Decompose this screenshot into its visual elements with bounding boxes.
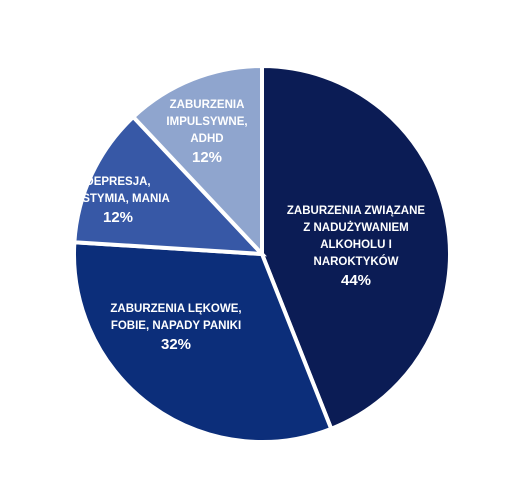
pie-slice-1 (260, 63, 453, 432)
pie-slice-value: 12% (103, 209, 133, 226)
pie-slice-label-line: ZABURZENIA ZWIĄZANE (287, 205, 426, 217)
pie-slice-label-line: DYSTYMIA, MANIA (66, 193, 170, 205)
pie-labels: ZABURZENIA ZWIĄZANE Z NADUŻYWANIEM ALKOHOL… (66, 99, 425, 353)
pie-slice-label-line: FOBIE, NAPADY PANIKI (111, 320, 241, 332)
pie-slice-label-line: ZABURZENIA LĘKOWE, (110, 303, 241, 315)
pie-slice-value: 32% (161, 336, 191, 353)
pie-slice-2 (72, 240, 334, 444)
pie-slice-label-line: ADHD (190, 133, 223, 145)
pie-slice-label-4: ZABURZENIA IMPULSYWNE, ADHD 12% (166, 99, 247, 166)
pie-slice-3 (72, 114, 267, 257)
pie-slice-label-line: NAROKTYKÓW (314, 255, 399, 268)
pie-slice-label-1: ZABURZENIA ZWIĄZANE Z NADUŻYWANIEM ALKOHOL… (287, 205, 426, 289)
pie-slice-label-3: DEPRESJA, DYSTYMIA, MANIA 12% (66, 176, 170, 226)
pie-slice-label-line: DEPRESJA, (85, 176, 150, 188)
pie-slice-label-line: ALKOHOLU I (320, 239, 392, 251)
pie-slice-4 (130, 63, 264, 260)
pie-slice-label-2: ZABURZENIA LĘKOWE, FOBIE, NAPADY PANIKI 32… (110, 303, 241, 353)
pie-slices (72, 63, 453, 444)
pie-slice-label-line: IMPULSYWNE, (166, 116, 247, 128)
pie-slice-label-line: ZABURZENIA (170, 99, 245, 111)
pie-slice-value: 12% (192, 149, 222, 166)
pie-slice-label-line: Z NADUŻYWANIEM (303, 221, 408, 234)
pie-slice-value: 44% (341, 272, 371, 289)
